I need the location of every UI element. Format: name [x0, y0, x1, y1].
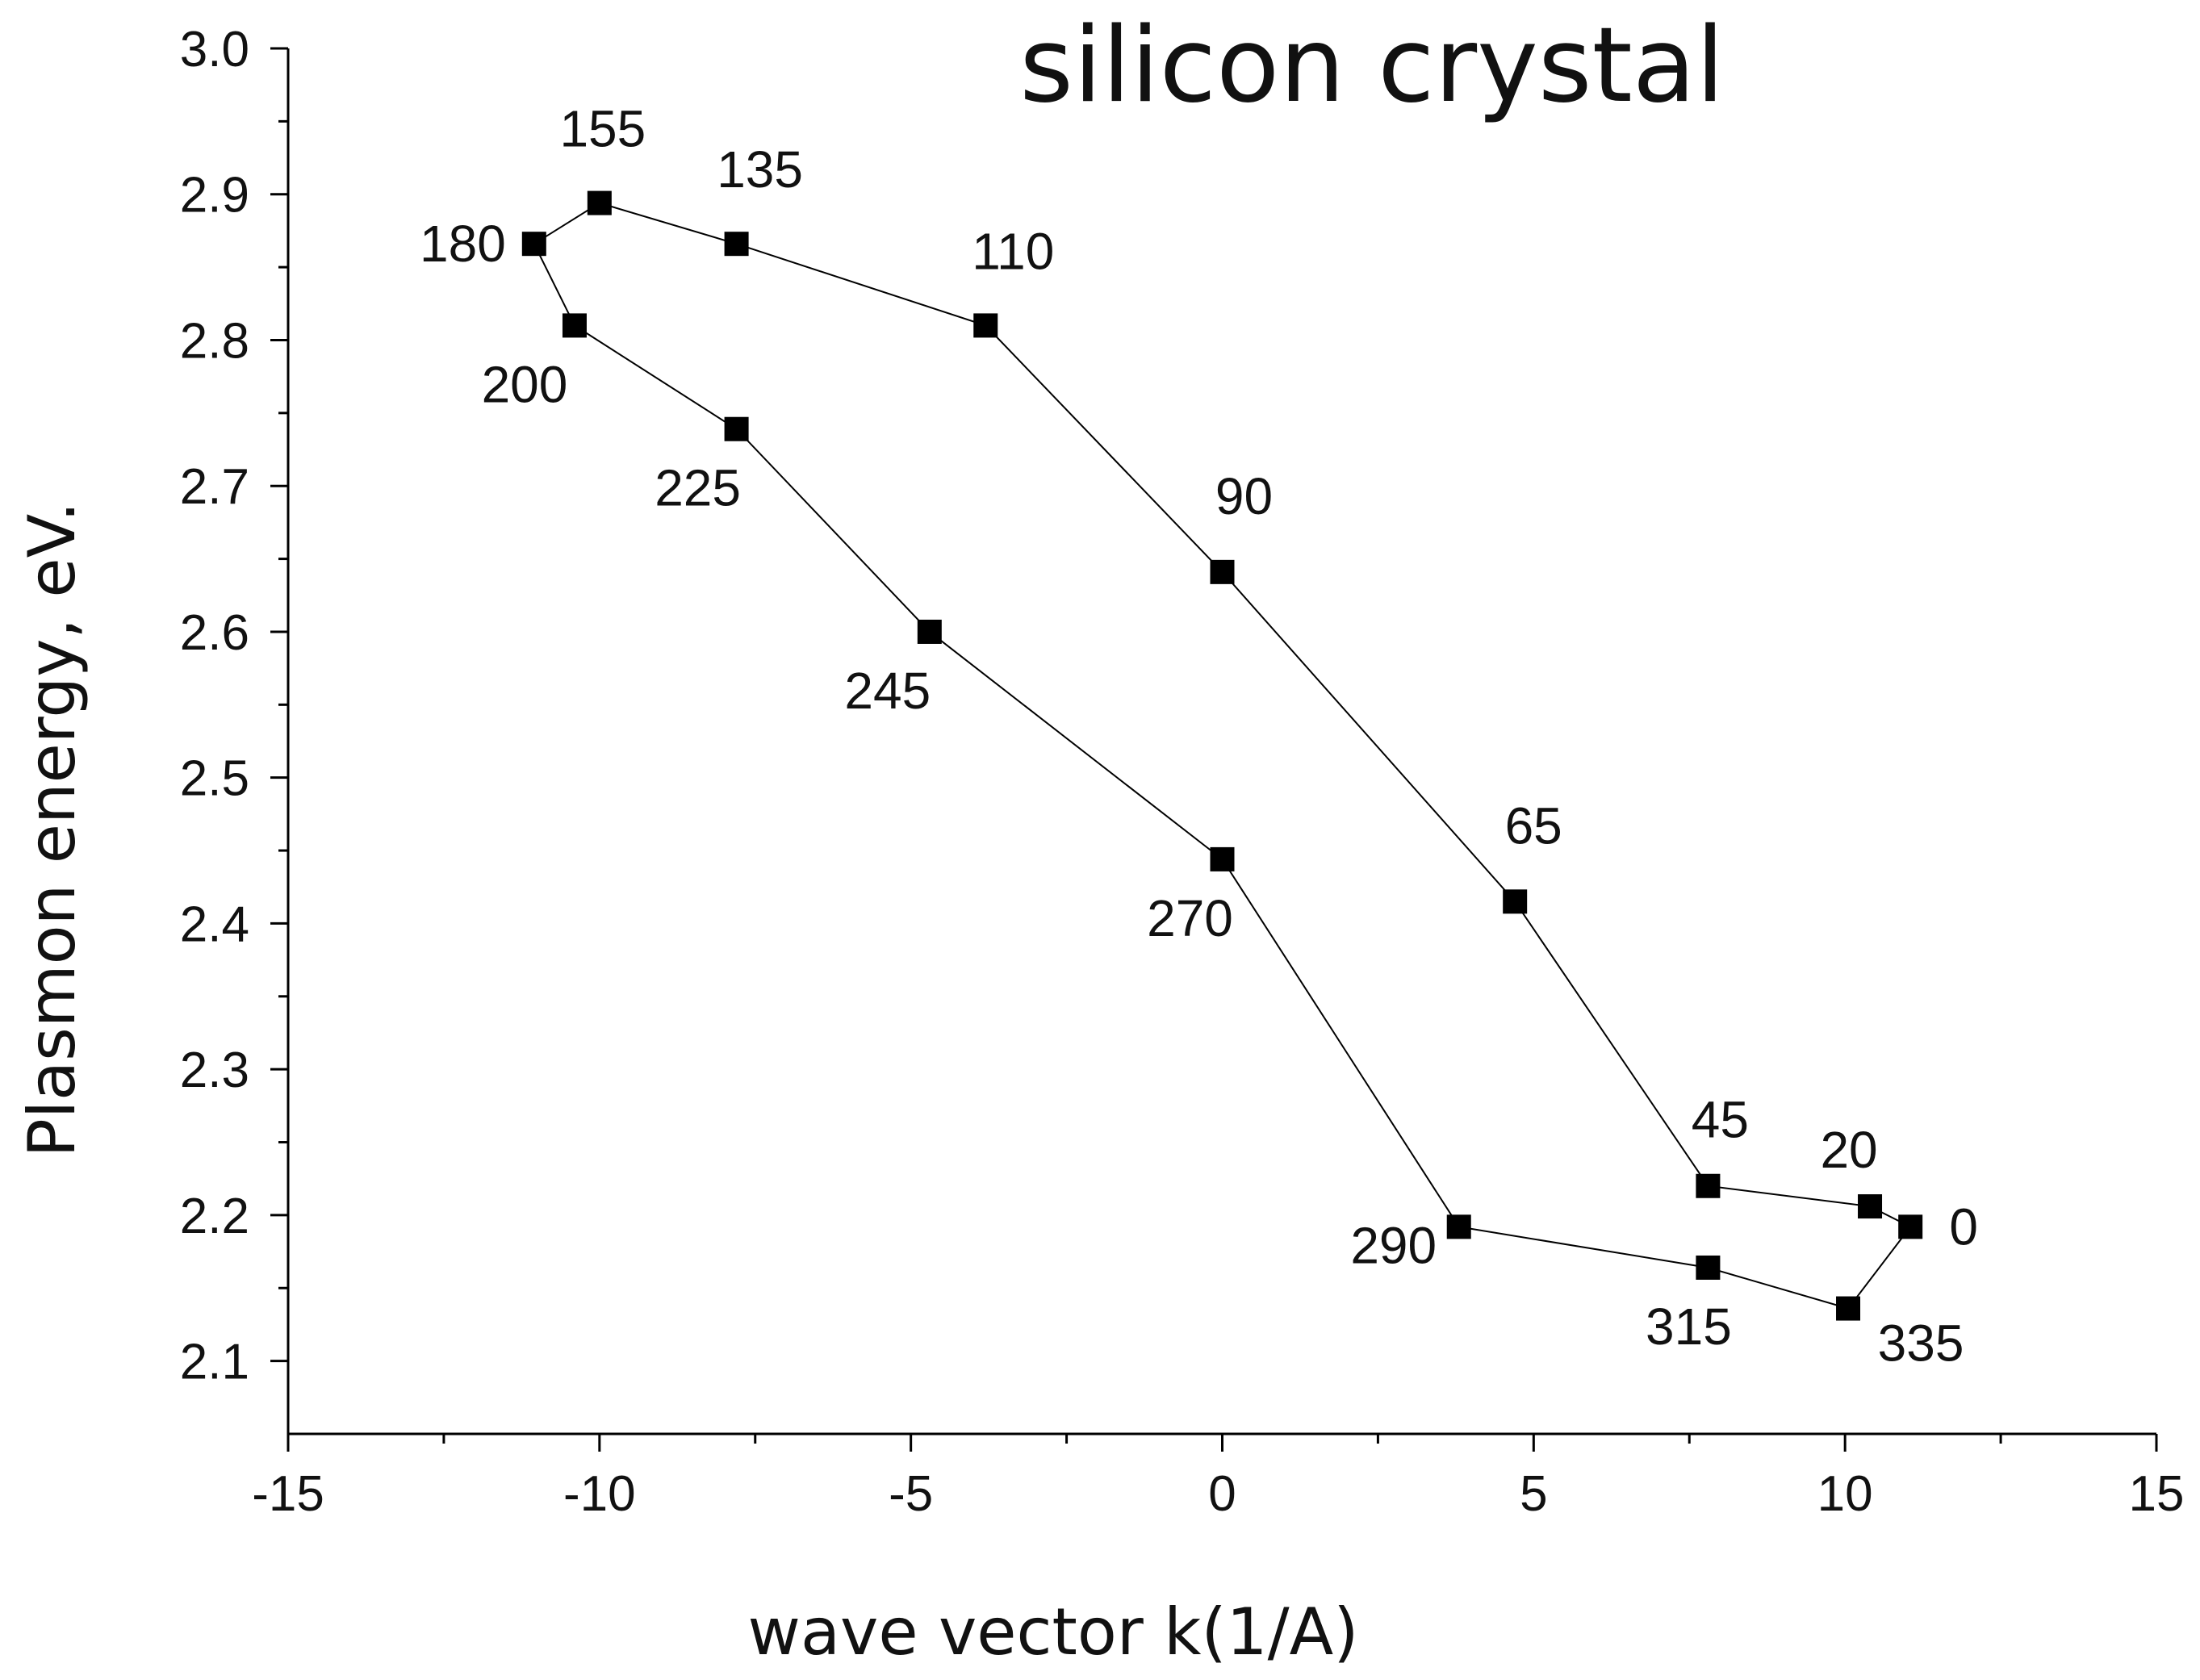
- y-tick-label: 3.0: [180, 22, 249, 77]
- point-label: 65: [1505, 796, 1562, 855]
- point-label: 90: [1215, 467, 1273, 525]
- x-tick-label: 5: [1520, 1466, 1547, 1522]
- data-point: [1210, 559, 1235, 584]
- data-point: [1898, 1214, 1923, 1239]
- point-label: 200: [482, 355, 568, 413]
- data-point: [1858, 1194, 1883, 1219]
- data-point: [1696, 1255, 1721, 1280]
- y-tick-label: 2.2: [180, 1189, 249, 1244]
- x-tick-label: 0: [1208, 1466, 1236, 1522]
- point-label: 315: [1646, 1298, 1732, 1356]
- axes: -15 -10 -5 0 5 10 15 2.1 2.2 2.3 2.4 2.5 2.6 2.7 2.8 2.…: [180, 22, 2185, 1522]
- y-tick-label: 2.4: [180, 896, 249, 952]
- x-tick-label: -10: [563, 1466, 636, 1522]
- data-point: [1836, 1296, 1861, 1321]
- point-label: 225: [655, 459, 741, 517]
- data-point: [973, 313, 998, 338]
- point-label: 0: [1949, 1197, 1978, 1256]
- point-label: 335: [1878, 1314, 1964, 1373]
- data-point: [587, 190, 612, 215]
- data-point: [917, 619, 942, 644]
- y-tick-label: 2.6: [180, 605, 249, 661]
- y-tick-label: 2.1: [180, 1335, 249, 1390]
- y-tick-label: 2.3: [180, 1043, 249, 1098]
- point-labels: 0 20 45 65 90 110 135 155 180 200 225 245 270 290 315 3…: [420, 100, 1978, 1373]
- point-label: 135: [717, 140, 803, 199]
- data-point: [1446, 1214, 1471, 1239]
- y-tick-label: 2.9: [180, 168, 249, 224]
- data-markers: [521, 190, 1923, 1321]
- data-point: [1210, 846, 1235, 871]
- y-axis-title: Plasmon energy, eV.: [15, 502, 90, 1158]
- data-point: [724, 416, 749, 441]
- data-point: [562, 313, 587, 338]
- x-tick-label: -15: [252, 1466, 324, 1522]
- y-tick-label: 2.7: [180, 459, 249, 515]
- y-tick-label: 2.8: [180, 313, 249, 369]
- point-label: 110: [972, 222, 1054, 280]
- point-label: 155: [559, 100, 646, 158]
- data-point: [1503, 889, 1528, 914]
- x-tick-label: 10: [1817, 1466, 1873, 1522]
- data-point: [521, 232, 546, 257]
- point-label: 270: [1147, 889, 1233, 947]
- data-point: [1696, 1173, 1721, 1198]
- y-tick-label: 2.5: [180, 751, 249, 807]
- x-tick-label: -5: [889, 1466, 933, 1522]
- x-tick-label: 15: [2129, 1466, 2185, 1522]
- point-label: 20: [1820, 1121, 1877, 1179]
- x-axis-title: wave vector k(1/A): [748, 1594, 1359, 1670]
- point-label: 45: [1692, 1091, 1749, 1149]
- data-point: [724, 232, 749, 257]
- point-label: 245: [844, 662, 931, 720]
- point-label: 180: [420, 215, 506, 273]
- point-label: 290: [1350, 1216, 1437, 1274]
- chart-title: silicon crystal: [1019, 6, 1725, 126]
